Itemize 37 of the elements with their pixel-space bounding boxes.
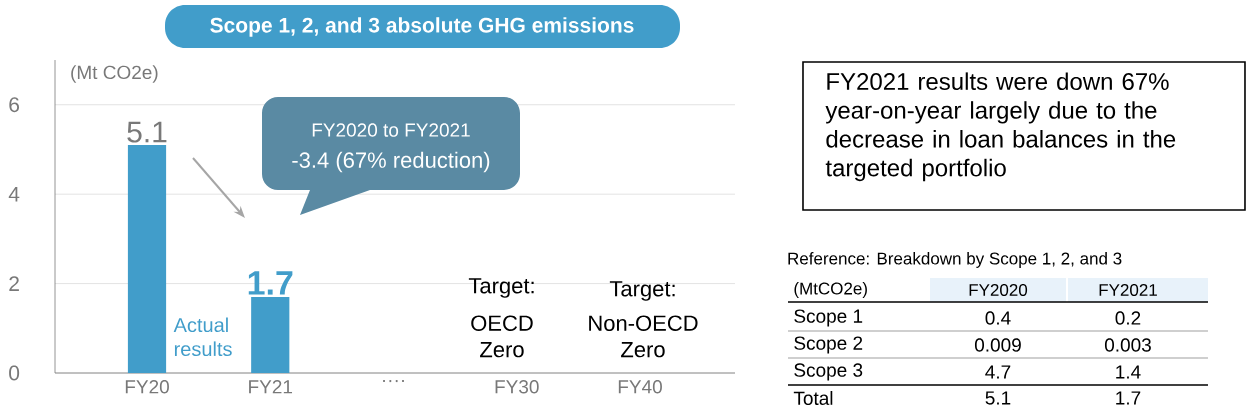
x-tick-label: FY20 xyxy=(125,380,169,394)
text: Total xyxy=(793,391,833,405)
text: 0.4 xyxy=(985,311,1011,325)
text: 0.009 xyxy=(974,338,1021,352)
annotation: -3.4 (67% reduction) xyxy=(292,151,490,173)
text: 1.7 xyxy=(1116,391,1141,405)
text: FY2021 results were down 67% year-on-year largely due to the decrease in loan balances in the targeted portfolio xyxy=(825,72,1176,182)
chart-title: Scope 1, 2, and 3 absolute GHG emissions xyxy=(210,17,634,37)
text: 0.003 xyxy=(1104,338,1151,352)
annotation: FY2020 to FY2021 xyxy=(312,123,470,137)
y-axis-title: (Mt CO2e) xyxy=(71,65,158,83)
annotation: Target: xyxy=(468,278,534,298)
text: 4.7 xyxy=(985,365,1011,379)
x-tick-label: ···· xyxy=(383,380,404,383)
text: Scope 1 xyxy=(794,309,863,327)
annotation: Actual results xyxy=(173,317,232,357)
annotation: Non-OECD Zero xyxy=(589,315,698,358)
text: Reference: Breakdown by Scope 1, 2, and 3 xyxy=(788,252,1122,268)
text: FY2020 xyxy=(969,283,1028,296)
data-label: 5.1 xyxy=(127,121,167,143)
annotation: OECD Zero xyxy=(471,315,533,358)
annotation: Target: xyxy=(609,281,675,301)
text: Scope 3 xyxy=(794,363,863,381)
text: 1.4 xyxy=(1116,365,1141,379)
y-tick-label: 2 xyxy=(9,276,19,291)
y-tick-label: 4 xyxy=(8,186,20,202)
y-tick-label: 0 xyxy=(9,365,20,381)
text: 0.2 xyxy=(1115,311,1141,325)
x-tick-label: FY21 xyxy=(249,380,293,394)
x-tick-label: FY30 xyxy=(495,380,539,394)
y-tick-label: 6 xyxy=(9,97,20,113)
text: 5.1 xyxy=(985,391,1011,405)
x-tick-label: FY40 xyxy=(618,380,662,394)
text: Scope 2 xyxy=(794,336,863,354)
data-label: 1.7 xyxy=(248,271,293,295)
text: (MtCO2e) xyxy=(794,282,867,298)
text: FY2021 xyxy=(1099,283,1157,296)
